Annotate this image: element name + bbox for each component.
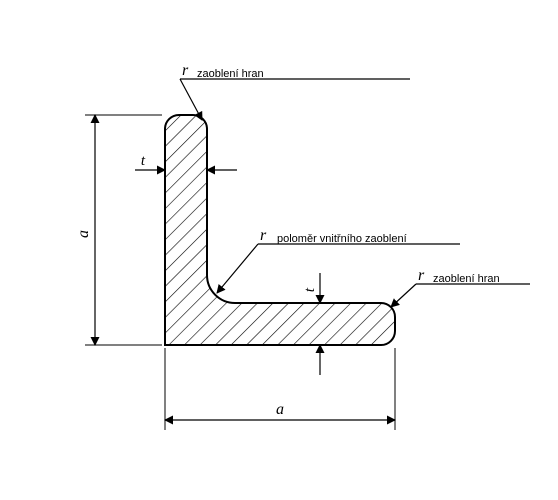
callout-text-2: poloměr vnitřního zaoblení	[277, 233, 407, 245]
dimension-a-vertical: a	[75, 115, 162, 345]
dimension-a-horizontal: a	[165, 348, 395, 430]
angle-profile-diagram: a a t t r zaoblení hran r poloměr vnitřn…	[0, 0, 558, 500]
callout-top-edge-radius: r zaoblení hran	[180, 62, 410, 120]
dim-label-a-v: a	[75, 230, 92, 238]
dim-label-t-h: t	[141, 153, 146, 169]
dim-label-t-v: t	[302, 287, 318, 292]
dim-label-a-h: a	[276, 401, 284, 418]
callout-text-3: zaoblení hran	[433, 273, 500, 285]
callout-symbol-1: r	[182, 62, 189, 79]
callout-symbol-2: r	[260, 227, 267, 244]
angle-profile-shape	[165, 115, 395, 345]
callout-right-edge-radius: r zaoblení hran	[391, 267, 530, 307]
callout-text-1: zaoblení hran	[197, 68, 264, 80]
callout-symbol-3: r	[418, 267, 425, 284]
